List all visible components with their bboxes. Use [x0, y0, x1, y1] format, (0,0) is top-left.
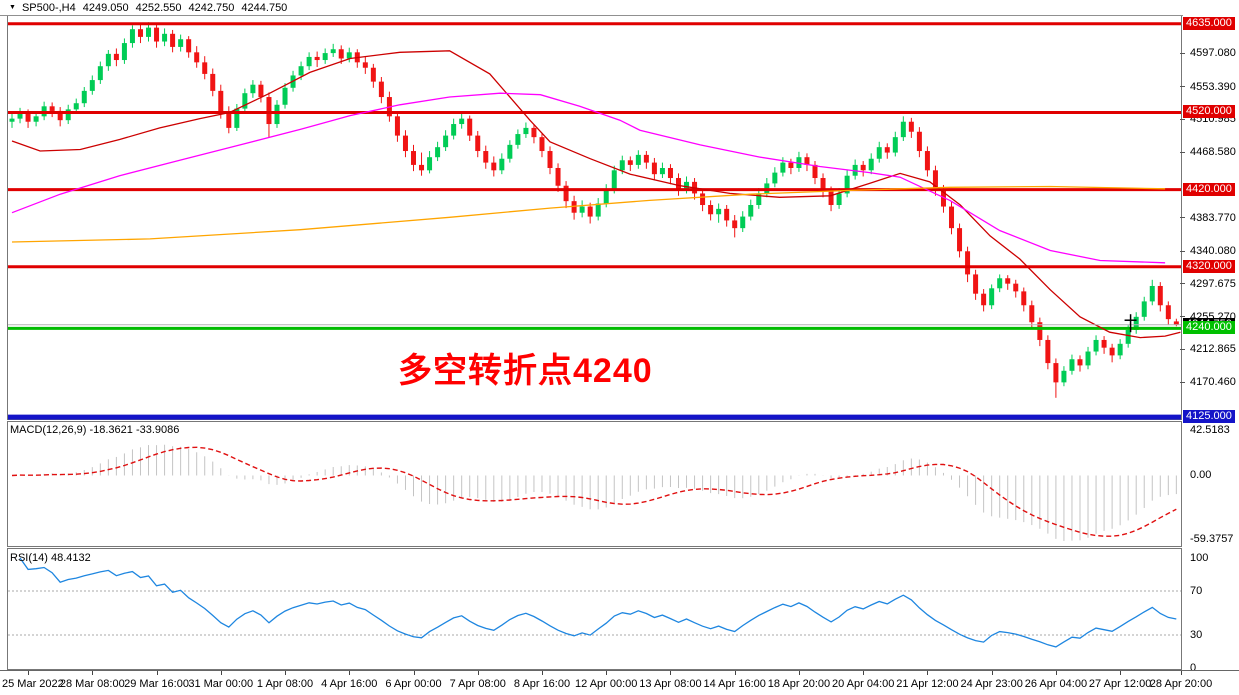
ma-mid-magenta: [11, 92, 1166, 264]
time-axis-tick: [734, 671, 736, 675]
time-axis-label: 27 Apr 12:00: [1088, 678, 1152, 690]
rsi-axis-label: 70: [1190, 585, 1203, 597]
time-axis-label: 14 Apr 16:00: [703, 678, 766, 690]
time-axis-tick: [477, 671, 479, 675]
time-axis-tick: [92, 671, 94, 675]
time-axis-tick: [991, 671, 993, 675]
price-axis-tick: [1180, 151, 1185, 153]
time-axis-tick: [349, 671, 351, 675]
rsi-axis-label: 30: [1190, 629, 1203, 641]
time-axis-tick: [285, 671, 287, 675]
price-axis-label: 4553.390: [1190, 80, 1236, 93]
time-axis-label: 8 Apr 16:00: [513, 678, 571, 690]
ma-fast-red: [11, 50, 1181, 339]
chart-text-annotation: 多空转折点4240: [398, 352, 653, 390]
ohlc-open: 4249.050: [82, 1, 129, 14]
price-axis-tick: [1180, 381, 1185, 383]
time-axis-tick: [220, 671, 222, 675]
moving-averages-layer: [11, 50, 1181, 339]
price-axis-tick: [1180, 316, 1185, 318]
macd-indicator-label: MACD(12,26,9) -18.3621 -33.9086: [10, 424, 180, 436]
rsi-line: [19, 557, 1177, 648]
time-axis-label: 4 Apr 16:00: [321, 678, 378, 690]
ohlc-close: 4244.750: [241, 1, 288, 14]
time-axis-tick: [927, 671, 929, 675]
macd-layer: [11, 444, 1177, 542]
price-axis-label: 4297.675: [1190, 277, 1236, 290]
macd-axis-label: -59.3757: [1190, 533, 1234, 545]
time-axis-tick: [1055, 671, 1057, 675]
ohlc-high: 4252.550: [135, 1, 182, 14]
macd-panel-border: [7, 421, 1182, 547]
time-axis-label: 20 Apr 04:00: [831, 678, 895, 690]
price-axis-label: 4468.580: [1190, 146, 1236, 159]
time-axis-tick: [1181, 671, 1182, 675]
price-axis-tick: [1180, 250, 1185, 252]
time-axis-tick: [28, 671, 30, 675]
symbol-period-label: SP500-,H4: [21, 1, 76, 14]
rsi-indicator-label: RSI(14) 48.4132: [10, 552, 91, 564]
time-axis-label: 28 Mar 08:00: [59, 678, 125, 690]
time-axis-label: 7 Apr 08:00: [449, 678, 506, 690]
price-marker-label: 4320.000: [1183, 259, 1235, 273]
time-axis-label: 29 Mar 16:00: [124, 678, 189, 690]
price-marker-label: 4240.000: [1183, 321, 1235, 335]
price-axis-label: 4340.080: [1190, 245, 1236, 258]
price-axis[interactable]: 4597.080 4553.390 4510.985 4468.580 4383.770…: [1180, 0, 1239, 674]
price-marker-label: 4420.000: [1183, 182, 1235, 196]
time-axis-tick: [156, 671, 158, 675]
time-axis-label: 26 Apr 04:00: [1024, 678, 1088, 690]
price-axis-tick: [1180, 283, 1185, 285]
time-axis-tick: [606, 671, 608, 675]
time-axis-label: 6 Apr 00:00: [385, 678, 442, 690]
time-axis-tick: [798, 671, 800, 675]
price-axis-tick: [1180, 348, 1185, 350]
symbol-info-bar: ▼ SP500-,H4 4249.050 4252.550 4242.750 4…: [0, 0, 1239, 16]
macd-axis-label: 42.5183: [1190, 424, 1230, 436]
dropdown-arrow-icon[interactable]: ▼: [9, 4, 16, 11]
time-axis-label: 28 Apr 20:00: [1149, 678, 1213, 690]
macd-signal-line: [11, 446, 1177, 537]
ma-slow-orange: [11, 185, 1166, 243]
rsi-panel-border: [7, 548, 1182, 670]
time-axis-label: 13 Apr 08:00: [639, 678, 702, 690]
price-marker-label: 4635.000: [1183, 16, 1235, 30]
rsi-axis-label: 100: [1190, 552, 1209, 564]
time-axis-label: 31 Mar 00:00: [188, 678, 254, 690]
price-axis-tick: [1180, 52, 1185, 54]
candles-layer: [9, 22, 1179, 398]
time-axis-tick: [413, 671, 415, 675]
price-axis-label: 4597.080: [1190, 47, 1236, 60]
cross-marker: [1124, 314, 1137, 333]
price-axis-tick: [1180, 118, 1185, 120]
time-axis-tick: [863, 671, 865, 675]
time-axis-tick: [670, 671, 672, 675]
time-axis-label: 18 Apr 20:00: [767, 678, 831, 690]
time-axis-tick: [1120, 671, 1122, 675]
rsi-layer: [8, 557, 1181, 648]
rsi-axis-label: 0: [1190, 662, 1197, 674]
price-axis-label: 4212.865: [1190, 343, 1236, 356]
time-axis-label: 21 Apr 12:00: [896, 678, 959, 690]
time-axis-label: 12 Apr 00:00: [575, 678, 638, 690]
price-axis-tick: [1180, 86, 1185, 88]
time-axis-label: 24 Apr 23:00: [960, 678, 1023, 690]
price-marker-label: 4520.000: [1183, 105, 1235, 119]
time-axis-tick: [541, 671, 543, 675]
price-axis-label: 4383.770: [1190, 211, 1236, 224]
macd-axis-label: 0.00: [1190, 469, 1212, 482]
price-axis-tick: [1180, 217, 1185, 219]
ohlc-low: 4242.750: [188, 1, 235, 14]
hlines-layer: [8, 22, 1181, 420]
time-axis-label: 1 Apr 08:00: [256, 678, 314, 690]
time-axis[interactable]: 25 Mar 2022 28 Mar 08:00 29 Mar 16:00 31 Ma…: [0, 670, 1239, 695]
time-axis-label: 25 Mar 2022: [2, 678, 64, 690]
price-marker-label: 4125.000: [1183, 410, 1235, 424]
price-axis-label: 4170.460: [1190, 376, 1236, 389]
